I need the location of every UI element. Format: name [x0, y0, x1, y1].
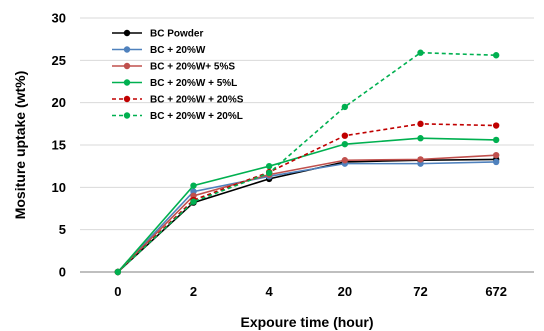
legend-label: BC Powder: [150, 29, 203, 40]
data-point: [265, 162, 273, 170]
data-point: [492, 136, 500, 144]
data-point: [190, 182, 197, 189]
series-line: [117, 154, 497, 273]
data-point: [417, 135, 424, 142]
y-tick-label: 0: [59, 265, 66, 280]
x-tick-label: 20: [338, 284, 352, 299]
series-line: [117, 137, 497, 273]
data-point: [492, 158, 500, 166]
y-tick-label: 30: [52, 11, 66, 26]
legend-entry: BC + 20%W+ 5%S: [112, 62, 235, 73]
data-point: [341, 103, 349, 111]
data-point: [341, 132, 349, 139]
legend-entry: BC + 20%W: [112, 45, 206, 56]
legend-entry: BC + 20%W + 5%L: [112, 78, 237, 89]
series-6: [114, 49, 500, 276]
series-4: [114, 135, 500, 276]
data-point: [492, 52, 500, 59]
series-group: [114, 49, 500, 276]
legend-label: BC + 20%W: [150, 45, 206, 56]
legend-swatch-marker: [123, 46, 131, 53]
x-tick-label: 2: [190, 284, 197, 299]
y-tick-label: 20: [52, 95, 66, 110]
legend-label: BC + 20%W + 5%L: [150, 78, 237, 89]
series-line: [117, 51, 497, 273]
legend-label: BC + 20%W+ 5%S: [150, 62, 235, 73]
data-point: [492, 122, 500, 129]
y-axis-title: Mositure uptake (wt%): [12, 71, 28, 220]
legend-swatch-marker: [123, 62, 131, 70]
data-point: [492, 151, 500, 159]
grid-lines: [80, 17, 534, 231]
legend-swatch-marker: [123, 79, 131, 86]
legend-entry: BC + 20%W + 20%L: [112, 111, 243, 122]
y-tick-label: 10: [52, 180, 66, 195]
legend: BC Powder BC + 20%W BC + 20%W+ 5%S BC + 20%…: [112, 29, 244, 122]
x-tick-label: 672: [485, 284, 507, 299]
data-point: [417, 49, 424, 56]
x-tick-label: 0: [114, 284, 121, 299]
y-tick-label: 5: [59, 222, 66, 237]
data-point: [114, 268, 122, 276]
x-tick-label: 4: [266, 284, 274, 299]
legend-label: BC + 20%W + 20%S: [150, 95, 244, 106]
data-point: [417, 156, 424, 163]
legend-entry: BC Powder: [112, 29, 203, 40]
y-tick-label: 15: [52, 138, 66, 153]
data-point: [341, 157, 349, 164]
legend-label: BC + 20%W + 20%L: [150, 111, 243, 122]
x-tick-label: 72: [413, 284, 427, 299]
series-line: [117, 123, 497, 273]
data-point: [190, 198, 197, 205]
series-line: [117, 161, 497, 273]
data-point: [341, 140, 349, 148]
legend-swatch-marker: [123, 29, 131, 37]
data-point: [265, 169, 273, 177]
series-1: [114, 156, 500, 276]
y-tick-label: 25: [52, 53, 66, 68]
x-tick-labels: 0 2 4 20 72 672: [114, 284, 507, 299]
x-axis-title: Expoure time (hour): [240, 314, 373, 330]
y-tick-labels: 0 5 10 15 20 25 30: [52, 11, 66, 280]
legend-entry: BC + 20%W + 20%S: [112, 95, 244, 106]
data-point: [417, 120, 424, 128]
series-5: [114, 120, 500, 276]
legend-swatch-marker: [123, 95, 131, 103]
legend-swatch-marker: [123, 112, 131, 119]
